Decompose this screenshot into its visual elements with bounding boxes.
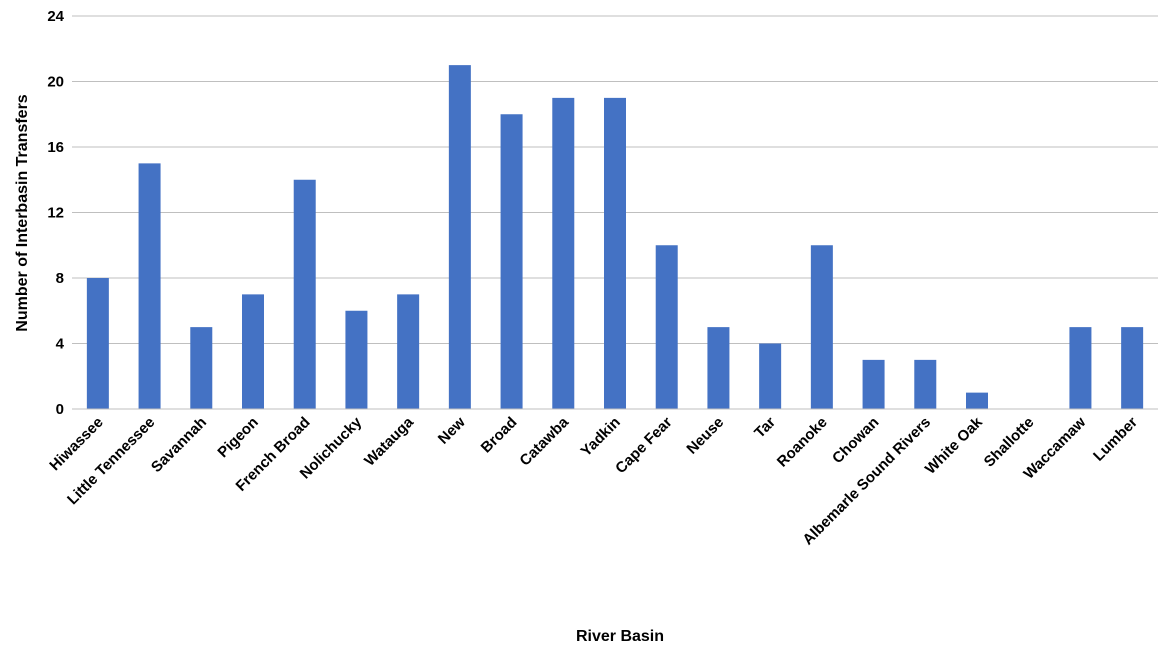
bar-chowan (863, 360, 885, 409)
bar-broad (501, 114, 523, 409)
y-tick-label-20: 20 (47, 74, 64, 91)
bar-albemarle-sound-rivers (914, 360, 936, 409)
x-tick-label-little-tennessee: Little Tennessee (64, 414, 158, 508)
x-tick-label-lumber: Lumber (1090, 414, 1141, 465)
x-tick-label-neuse: Neuse (683, 414, 727, 458)
bar-waccamaw (1069, 327, 1091, 409)
bar-hiwassee (87, 278, 109, 409)
bar-lumber (1121, 327, 1143, 409)
bar-little-tennessee (139, 163, 161, 409)
bar-new (449, 65, 471, 409)
x-tick-label-white-oak: White Oak (922, 413, 986, 477)
x-tick-label-catawba: Catawba (516, 413, 572, 469)
y-tick-label-24: 24 (47, 8, 64, 25)
bar-white-oak (966, 393, 988, 409)
x-tick-label-pigeon: Pigeon (214, 414, 261, 461)
y-tick-label-16: 16 (47, 139, 64, 156)
bar-catawba (552, 98, 574, 409)
x-tick-label-roanoke: Roanoke (774, 414, 831, 471)
y-tick-label-0: 0 (56, 401, 64, 418)
bar-pigeon (242, 294, 264, 409)
bar-cape-fear (656, 245, 678, 409)
bars (87, 65, 1143, 409)
x-tick-label-tar: Tar (751, 414, 779, 442)
bar-neuse (707, 327, 729, 409)
y-axis-tick-labels: 0 4 8 12 16 20 24 (47, 8, 64, 418)
x-tick-label-savannah: Savannah (148, 414, 210, 476)
y-axis-title: Number of Interbasin Transfers (14, 94, 31, 331)
x-tick-label-chowan: Chowan (829, 414, 882, 467)
y-tick-label-12: 12 (47, 205, 64, 222)
bar-nolichucky (345, 311, 367, 409)
x-axis-title: River Basin (576, 628, 664, 645)
x-tick-label-broad: Broad (478, 414, 521, 457)
x-tick-label-cape-fear: Cape Fear (612, 414, 675, 477)
bar-roanoke (811, 245, 833, 409)
bar-french-broad (294, 180, 316, 409)
x-tick-label-watauga: Watauga (361, 413, 417, 469)
bar-yadkin (604, 98, 626, 409)
bar-tar (759, 344, 781, 410)
y-tick-label-4: 4 (56, 336, 65, 353)
x-tick-label-yadkin: Yadkin (578, 414, 624, 460)
x-tick-label-new: New (435, 414, 469, 448)
y-tick-label-8: 8 (56, 270, 64, 287)
bar-savannah (190, 327, 212, 409)
bar-watauga (397, 294, 419, 409)
